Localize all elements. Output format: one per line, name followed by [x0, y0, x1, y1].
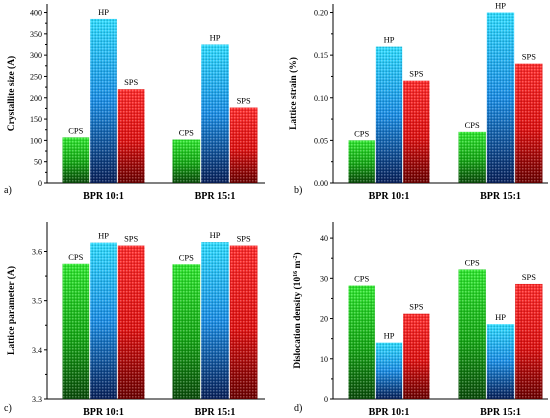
y-tick-label: 250: [30, 72, 42, 81]
bar-sps-bpr-10-1-texture: [117, 89, 145, 183]
bar-label-cps: CPS: [179, 252, 194, 262]
bar-label-hp: HP: [210, 230, 221, 240]
y-tick-label: 50: [34, 158, 42, 167]
bar-label-cps: CPS: [68, 252, 83, 262]
bar-cps-bpr-15-1-texture: [172, 264, 201, 399]
bar-label-sps: SPS: [522, 52, 536, 62]
panel-label: b): [294, 185, 302, 196]
y-tick-label: 3.5: [32, 297, 42, 306]
bar-label-cps: CPS: [465, 257, 480, 267]
bar-sps-bpr-10-1-texture: [117, 245, 145, 399]
panel-label: a): [4, 185, 12, 196]
y-tick-label: 10: [320, 355, 328, 364]
y-tick-label: 0.15: [314, 51, 328, 60]
bar-label-hp: HP: [495, 312, 506, 322]
bar-sps-bpr-10-1-texture: [403, 80, 430, 183]
bar-label-hp: HP: [98, 7, 109, 17]
bar-label-sps: SPS: [409, 302, 423, 312]
y-tick-label: 3.4: [32, 346, 42, 355]
bar-label-hp: HP: [98, 231, 109, 241]
bar-hp-bpr-15-1-texture: [201, 242, 229, 399]
y-tick-label: 300: [30, 51, 42, 60]
panel-lattice-strain: 0.00 0.05 0.10 0.15 0.20 Lattice strain (%) CP…: [288, 1, 548, 202]
bar-hp-bpr-10-1-texture: [375, 342, 403, 399]
x-category-label: BPR 15:1: [195, 407, 236, 418]
bar-hp-bpr-10-1-texture: [375, 46, 403, 183]
bar-hp-bpr-15-1-texture: [201, 44, 229, 183]
y-tick-label: 3.3: [32, 395, 42, 404]
bar-hp-bpr-10-1-texture: [90, 242, 117, 399]
bar-cps-bpr-15-1-texture: [458, 131, 486, 183]
bar-sps-bpr-15-1-texture: [515, 63, 543, 183]
x-category-label: BPR 15:1: [480, 191, 521, 202]
bar-sps-bpr-15-1-texture: [229, 107, 258, 183]
bar-label-sps: SPS: [124, 234, 138, 244]
bar-sps-bpr-15-1-texture: [229, 245, 258, 399]
bar-cps-bpr-15-1-texture: [172, 139, 201, 183]
bar-label-cps: CPS: [179, 128, 194, 138]
y-tick-label: 40: [320, 234, 328, 243]
bar-label-sps: SPS: [409, 69, 423, 79]
bar-sps-bpr-10-1-texture: [403, 313, 430, 399]
bar-label-cps: CPS: [354, 274, 369, 284]
y-tick-label: 0: [324, 395, 328, 404]
bar-label-hp: HP: [384, 331, 395, 341]
bar-label-sps: SPS: [237, 234, 251, 244]
x-category-label: BPR 15:1: [480, 407, 521, 418]
x-category-label: BPR 10:1: [369, 407, 410, 418]
bar-label-hp: HP: [210, 32, 221, 42]
y-tick-label: 100: [30, 136, 42, 145]
y-tick-label: 3.6: [32, 248, 42, 257]
panel-dislocation-density: 0 10 20 30 40 Dislocation density (1016 m-2) C…: [292, 222, 548, 418]
x-category-label: BPR 10:1: [369, 191, 410, 202]
panel-lattice-parameter: 3.3 3.4 3.5 3.6 Lattice parameter (A) CPS HP SP…: [4, 222, 265, 418]
bar-cps-bpr-10-1-texture: [348, 140, 375, 183]
y-axis-label: Crystallite size (A): [6, 56, 17, 131]
bar-label-hp: HP: [384, 35, 395, 45]
y-tick-label: 20: [320, 315, 328, 324]
bar-sps-bpr-15-1-texture: [515, 283, 543, 399]
y-axis-label: Dislocation density (1016 m-2): [292, 252, 303, 368]
y-axis-label: Lattice strain (%): [288, 57, 299, 130]
y-axis-label: Lattice parameter (A): [6, 266, 17, 355]
bar-cps-bpr-10-1-texture: [62, 263, 90, 399]
y-tick-label: 30: [320, 274, 328, 283]
x-category-label: BPR 15:1: [195, 191, 236, 202]
y-tick-label: 0.00: [314, 179, 328, 188]
y-tick-label: 200: [30, 94, 42, 103]
bar-hp-bpr-15-1-texture: [486, 12, 515, 184]
panel-label: c): [4, 403, 12, 414]
bar-label-sps: SPS: [237, 96, 251, 106]
panel-crystallite-size: 0 50 100 150 200 250 300 350 400 Crystallite size…: [4, 4, 265, 202]
x-category-label: BPR 10:1: [83, 191, 124, 202]
bar-cps-bpr-10-1-texture: [348, 285, 375, 399]
bar-cps-bpr-15-1-texture: [458, 269, 486, 399]
bar-label-sps: SPS: [522, 272, 536, 282]
bar-label-cps: CPS: [68, 125, 83, 135]
y-tick-label: 0.10: [314, 94, 328, 103]
y-tick-label: 0: [38, 179, 42, 188]
y-tick-label: 0.05: [314, 136, 328, 145]
panel-label: d): [294, 403, 302, 414]
y-tick-label: 400: [30, 9, 42, 18]
y-tick-label: 150: [30, 115, 42, 124]
y-tick-label: 0.20: [314, 9, 328, 18]
bar-hp-bpr-15-1-texture: [486, 324, 515, 399]
bar-label-hp: HP: [495, 1, 506, 11]
bar-cps-bpr-10-1-texture: [62, 137, 90, 183]
bar-hp-bpr-10-1-texture: [90, 18, 117, 183]
bar-label-sps: SPS: [124, 77, 138, 87]
bar-label-cps: CPS: [354, 128, 369, 138]
bar-label-cps: CPS: [465, 120, 480, 130]
y-tick-label: 350: [30, 30, 42, 39]
x-category-label: BPR 10:1: [83, 407, 124, 418]
